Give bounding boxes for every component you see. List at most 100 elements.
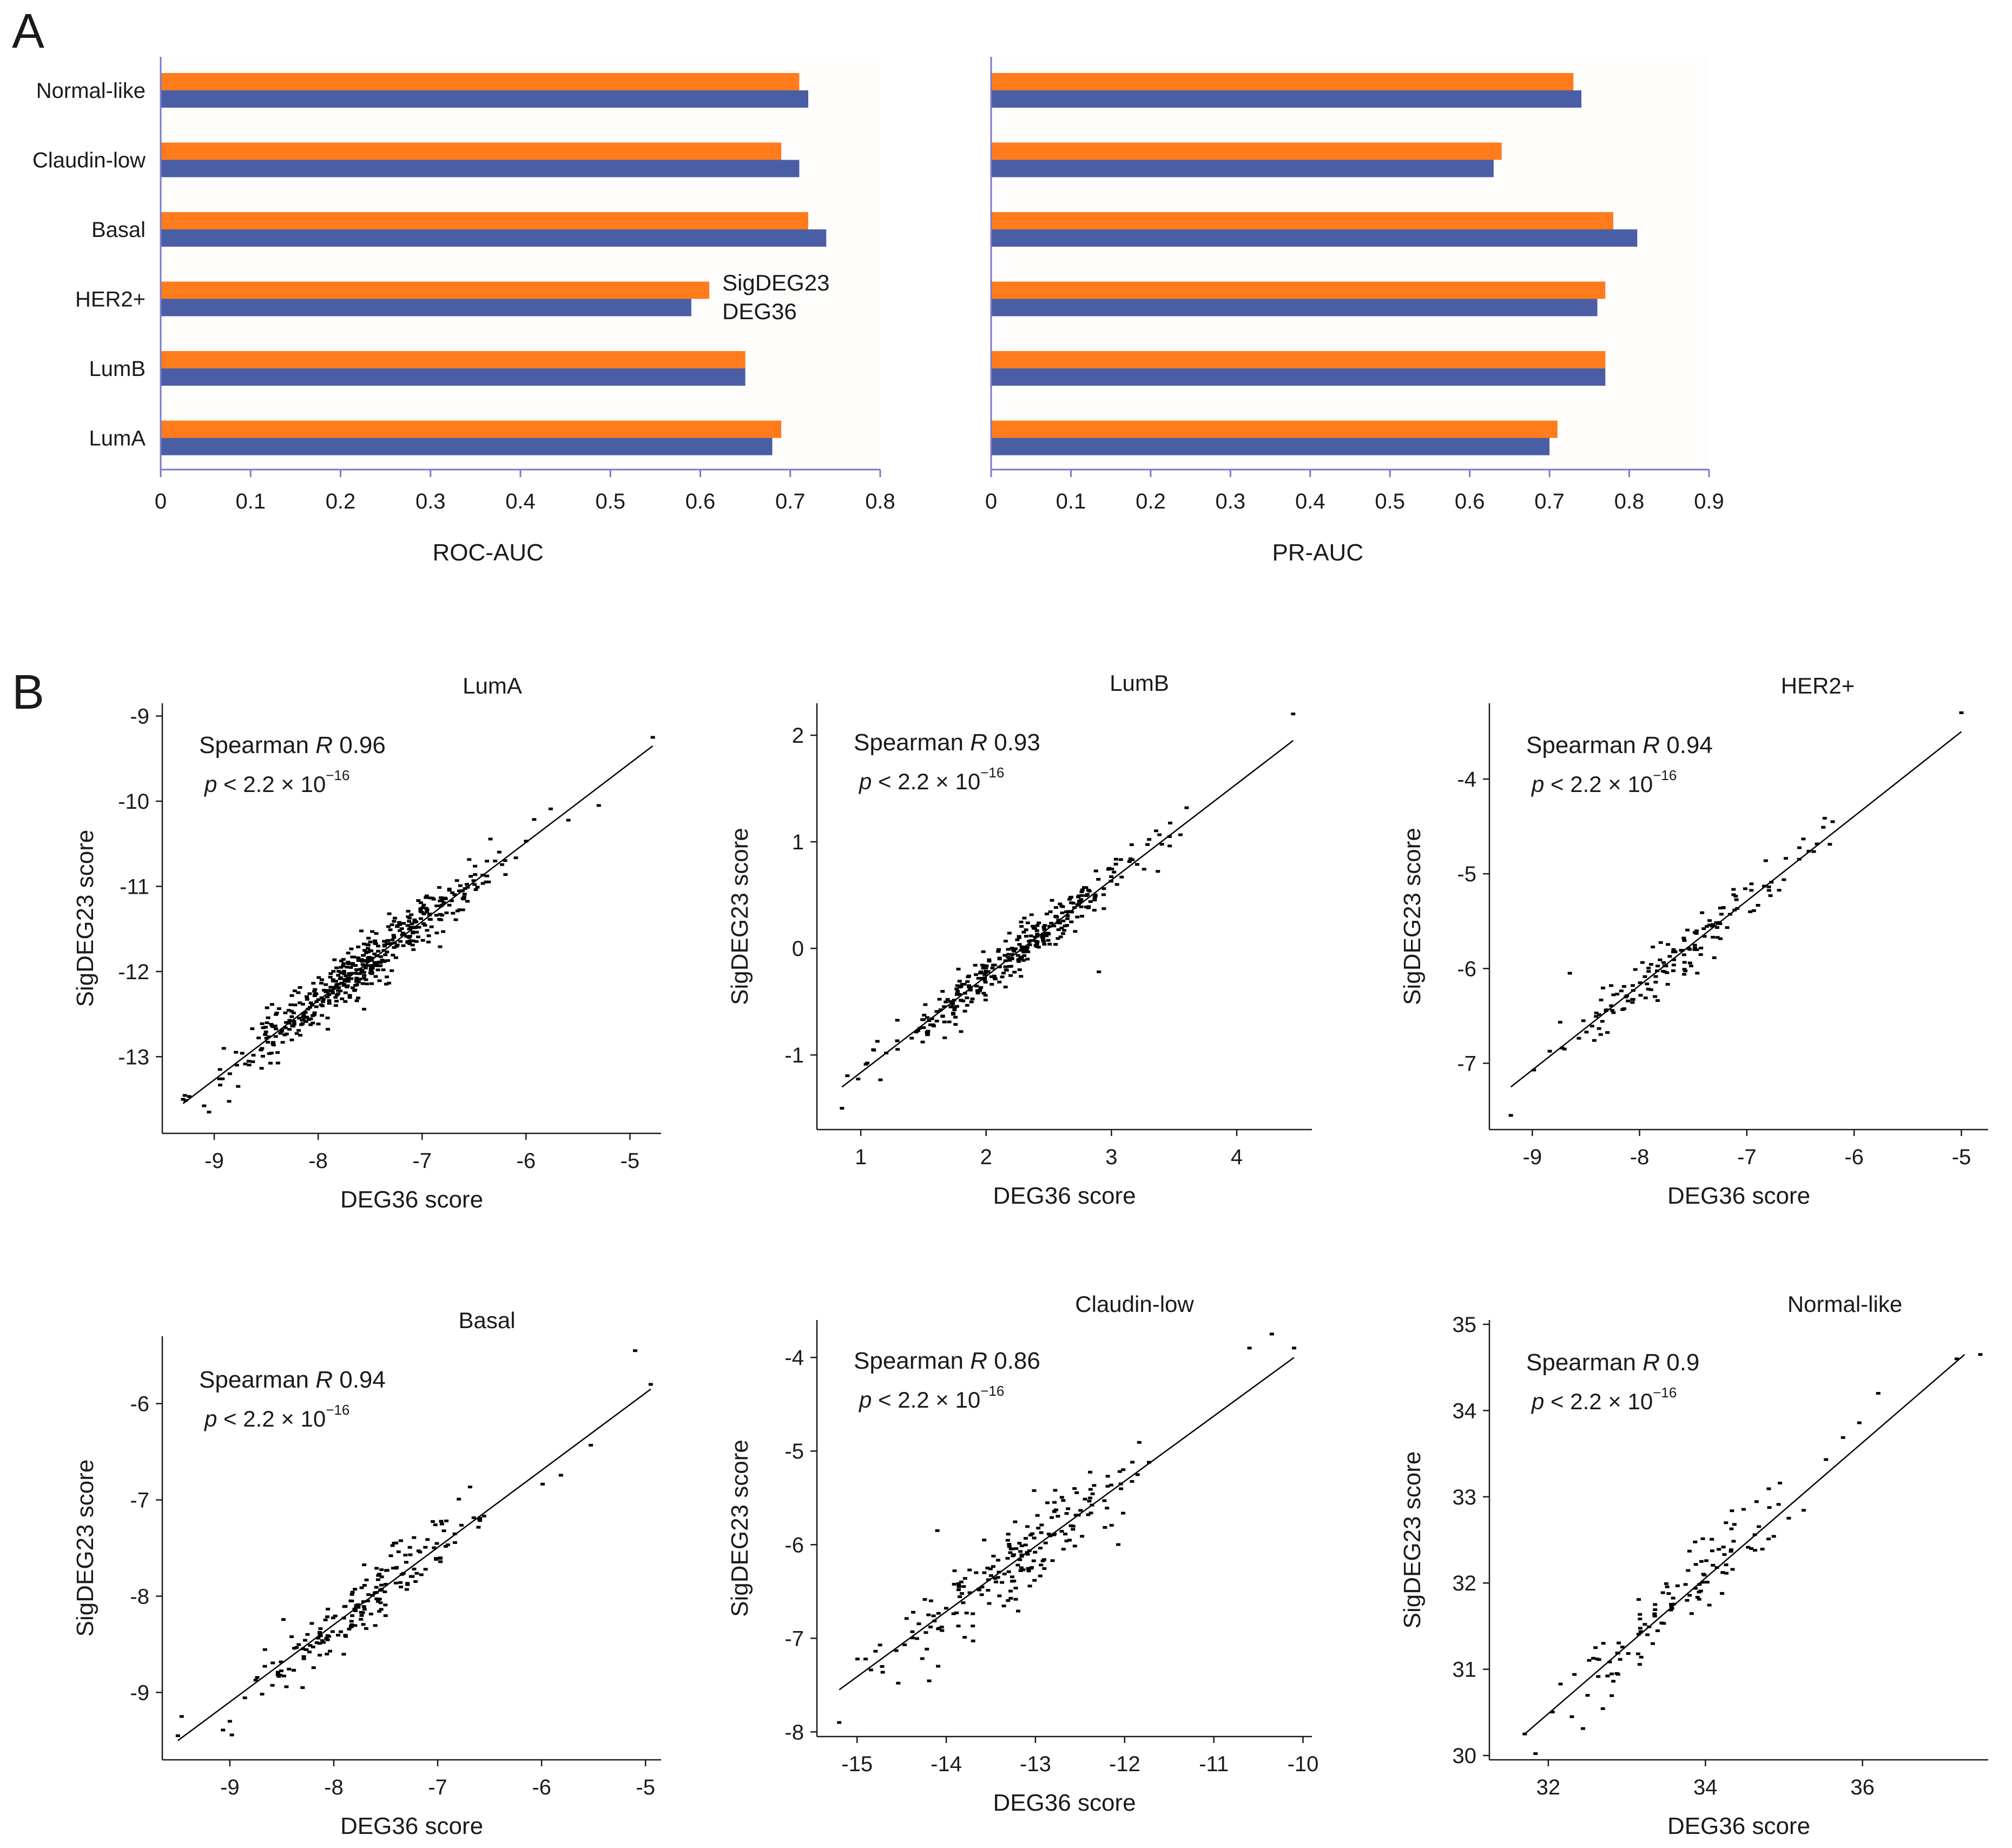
x-tick-label: -12 [1109, 1752, 1140, 1776]
data-point [305, 998, 309, 1001]
y-tick-label: 34 [1453, 1399, 1477, 1423]
data-point [384, 982, 388, 986]
data-point [260, 1022, 265, 1025]
data-point [1702, 935, 1707, 938]
data-point [1096, 877, 1101, 881]
scatter-her2: -9 -8 -7 -6 -5 -7 -6 -5 -4 HER2+ DEG36 score SigDEG… [1399, 673, 1988, 1209]
data-point [350, 955, 355, 959]
bar-sigdeg23-claudin-low [991, 142, 1502, 160]
data-point [923, 1003, 928, 1006]
data-point [1655, 1629, 1660, 1632]
data-point [1087, 1500, 1092, 1503]
data-point [218, 1084, 223, 1087]
data-point [339, 981, 344, 985]
category-label-basal: Basal [91, 218, 146, 242]
data-point [347, 972, 352, 975]
data-point [1000, 1581, 1005, 1584]
data-point [1763, 859, 1768, 862]
data-point [1617, 1641, 1621, 1645]
data-point [935, 1529, 940, 1532]
data-point [307, 1651, 312, 1654]
data-point [318, 1627, 323, 1631]
data-point [350, 972, 355, 975]
data-point [1692, 943, 1697, 947]
data-point [884, 1051, 889, 1054]
data-point [1597, 1027, 1601, 1030]
bar-sigdeg23-basal [161, 212, 808, 229]
data-point [1815, 842, 1819, 846]
spearman-value: 0.93 [987, 729, 1040, 756]
data-point [1646, 987, 1651, 991]
data-point [374, 1586, 379, 1589]
bar-deg36-luma [161, 438, 773, 456]
data-point [390, 938, 395, 941]
spearman-var: R [970, 1348, 987, 1374]
data-point [1092, 899, 1097, 902]
data-point [301, 1013, 306, 1017]
data-point [1687, 1594, 1692, 1597]
bar-sigdeg23-lumb [991, 351, 1606, 368]
data-point [421, 922, 426, 925]
data-point [1589, 1025, 1594, 1028]
data-point [1039, 1563, 1044, 1567]
data-point [1609, 984, 1614, 987]
data-point [1032, 1579, 1037, 1582]
data-point [426, 940, 431, 943]
data-point [1730, 1509, 1734, 1513]
data-point [1724, 1521, 1729, 1524]
data-point [997, 965, 1002, 968]
data-point [375, 964, 380, 967]
plot-title: HER2+ [1781, 673, 1855, 698]
data-point [1680, 949, 1685, 952]
data-point [1021, 951, 1026, 954]
data-point [1714, 921, 1719, 925]
data-point [1003, 959, 1008, 962]
data-point [995, 1576, 1000, 1579]
data-point [1626, 999, 1631, 1002]
data-point [467, 858, 472, 861]
x-tick-label: 0 [985, 490, 997, 513]
data-point [1066, 1507, 1071, 1510]
data-point [439, 899, 444, 902]
data-point [1695, 1595, 1700, 1599]
data-point [424, 896, 428, 899]
data-point [336, 969, 341, 973]
data-point [1669, 1603, 1674, 1606]
data-point [992, 974, 997, 978]
data-point [1101, 907, 1106, 910]
data-point [353, 984, 358, 987]
data-point [1597, 1013, 1601, 1017]
data-point [207, 1111, 212, 1114]
data-point [840, 1107, 845, 1110]
data-point [394, 945, 399, 948]
data-point [1043, 924, 1047, 927]
data-point [931, 1614, 936, 1618]
data-point [1109, 1523, 1114, 1527]
data-point [361, 971, 366, 974]
data-point [351, 963, 355, 967]
data-point [391, 953, 395, 956]
data-point [320, 1004, 325, 1007]
data-point [304, 1648, 309, 1651]
data-point [365, 943, 370, 946]
data-point [1088, 1470, 1093, 1474]
data-point [376, 949, 381, 953]
data-point [1694, 929, 1699, 933]
data-point [540, 1482, 545, 1486]
data-point [1727, 913, 1732, 916]
data-point [1876, 1392, 1881, 1395]
data-point [1017, 968, 1022, 971]
data-point [987, 958, 992, 961]
data-point [1762, 885, 1766, 888]
data-point [412, 918, 417, 921]
data-point [349, 977, 354, 980]
data-point [1601, 986, 1606, 989]
data-point [291, 1025, 296, 1028]
data-point [1003, 965, 1008, 968]
data-point [360, 982, 365, 985]
data-point [473, 873, 478, 876]
data-point [1669, 1605, 1674, 1608]
scatter-lumb: 1 2 3 4 -1 0 1 2 LumB DEG36 score SigDEG23 score Sp… [727, 670, 1312, 1209]
data-point [443, 1545, 448, 1548]
data-point [1061, 1548, 1066, 1551]
